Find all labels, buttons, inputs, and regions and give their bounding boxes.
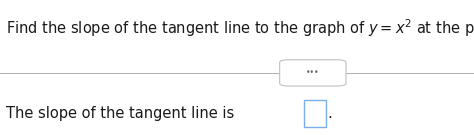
Text: The slope of the tangent line is: The slope of the tangent line is: [6, 106, 234, 121]
Text: •••: •••: [306, 68, 319, 77]
Text: Find the slope of the tangent line to the graph of $y = x^2$ at the point where : Find the slope of the tangent line to th…: [6, 13, 474, 46]
FancyBboxPatch shape: [280, 60, 346, 86]
FancyBboxPatch shape: [304, 100, 326, 127]
Text: .: .: [328, 106, 333, 121]
